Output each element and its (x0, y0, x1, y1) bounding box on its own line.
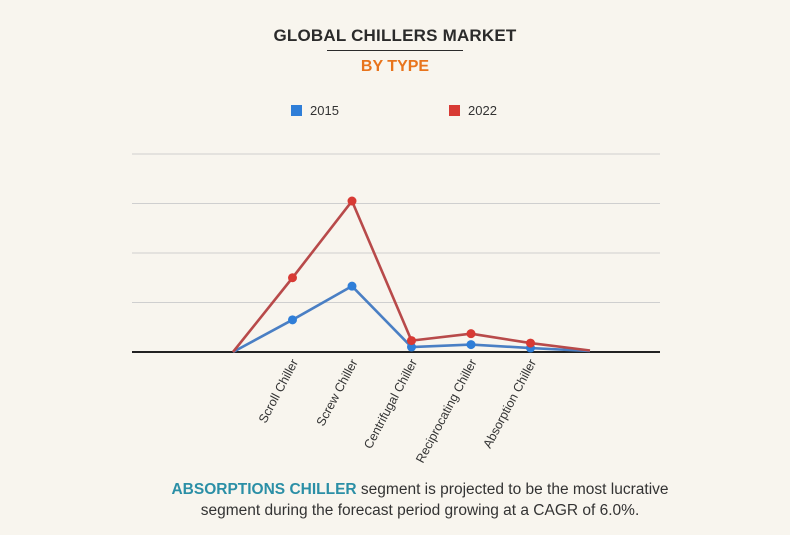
caption-text: segment is projected to be the most lucr… (200, 481, 669, 519)
x-tick-label: Screw Chiller (314, 357, 361, 429)
point-2015-2 (347, 281, 357, 291)
point-2022-4 (466, 329, 476, 339)
x-tick-label: Scroll Chiller (256, 357, 301, 426)
legend-swatch-2015 (291, 105, 302, 116)
point-2022-1 (288, 273, 297, 283)
legend-label-2022: 2022 (468, 103, 497, 118)
chart-subtitle: BY TYPE (360, 58, 430, 75)
x-tick-label: Centrifugal Chiller (361, 357, 420, 451)
point-2022-3 (407, 336, 416, 346)
legend-item-2015: 2015 (291, 103, 339, 118)
x-tick-label: Absorption Chiller (480, 357, 539, 451)
x-tick-label: Reciprocating Chiller (413, 357, 480, 465)
legend-swatch-2022 (449, 105, 460, 116)
legend-label-2015: 2015 (310, 103, 339, 118)
point-2015-4 (466, 340, 476, 350)
title-divider (327, 50, 463, 51)
point-2022-5 (526, 338, 535, 348)
chart-title: GLOBAL CHILLERS MARKET (273, 26, 517, 45)
caption-highlight: ABSORPTIONS CHILLER (171, 481, 357, 498)
caption: ABSORPTIONS CHILLER segment is projected… (140, 479, 700, 521)
point-2015-3 (407, 342, 416, 352)
legend-item-2022: 2022 (449, 103, 497, 118)
point-2015-1 (288, 315, 297, 325)
point-2022-2 (347, 196, 357, 206)
series-line-2022 (231, 199, 591, 353)
